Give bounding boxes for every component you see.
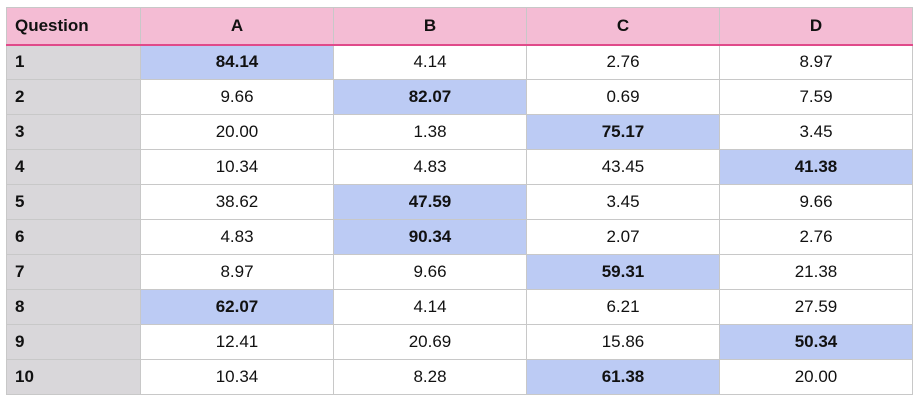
value-cell-b: 90.34 xyxy=(333,219,527,255)
question-number-cell: 7 xyxy=(6,254,141,290)
value-cell-c: 6.21 xyxy=(526,289,720,325)
value-cell-a: 10.34 xyxy=(140,359,334,395)
value-cell-a: 4.83 xyxy=(140,219,334,255)
column-header-question: Question xyxy=(6,7,141,46)
table-row: 3 20.00 1.38 75.17 3.45 xyxy=(6,114,913,150)
value-cell-c: 75.17 xyxy=(526,114,720,150)
value-cell-b: 8.28 xyxy=(333,359,527,395)
table-row: 5 38.62 47.59 3.45 9.66 xyxy=(6,184,913,220)
value-cell-d: 21.38 xyxy=(719,254,913,290)
value-cell-a: 8.97 xyxy=(140,254,334,290)
value-cell-a: 12.41 xyxy=(140,324,334,360)
value-cell-a: 10.34 xyxy=(140,149,334,185)
value-cell-a: 20.00 xyxy=(140,114,334,150)
value-cell-c: 2.76 xyxy=(526,44,720,80)
value-cell-c: 3.45 xyxy=(526,184,720,220)
value-cell-d: 20.00 xyxy=(719,359,913,395)
value-cell-d: 41.38 xyxy=(719,149,913,185)
results-table: Question A B C D 1 84.14 4.14 2.76 8.97 2 9.66… xyxy=(6,7,913,395)
value-cell-c: 2.07 xyxy=(526,219,720,255)
column-header-d: D xyxy=(719,7,913,46)
value-cell-b: 4.14 xyxy=(333,289,527,325)
value-cell-b: 4.83 xyxy=(333,149,527,185)
question-number-cell: 4 xyxy=(6,149,141,185)
value-cell-b: 20.69 xyxy=(333,324,527,360)
header-row: Question A B C D xyxy=(6,7,913,46)
value-cell-d: 7.59 xyxy=(719,79,913,115)
value-cell-d: 3.45 xyxy=(719,114,913,150)
question-number-cell: 3 xyxy=(6,114,141,150)
value-cell-a: 9.66 xyxy=(140,79,334,115)
value-cell-b: 4.14 xyxy=(333,44,527,80)
value-cell-a: 84.14 xyxy=(140,44,334,80)
table-row: 2 9.66 82.07 0.69 7.59 xyxy=(6,79,913,115)
table-header: Question A B C D xyxy=(6,7,913,46)
value-cell-d: 8.97 xyxy=(719,44,913,80)
value-cell-c: 43.45 xyxy=(526,149,720,185)
value-cell-d: 27.59 xyxy=(719,289,913,325)
value-cell-c: 0.69 xyxy=(526,79,720,115)
value-cell-d: 2.76 xyxy=(719,219,913,255)
table-row: 10 10.34 8.28 61.38 20.00 xyxy=(6,359,913,395)
value-cell-d: 50.34 xyxy=(719,324,913,360)
value-cell-b: 9.66 xyxy=(333,254,527,290)
table-row: 6 4.83 90.34 2.07 2.76 xyxy=(6,219,913,255)
question-number-cell: 5 xyxy=(6,184,141,220)
column-header-c: C xyxy=(526,7,720,46)
value-cell-a: 38.62 xyxy=(140,184,334,220)
table-row: 7 8.97 9.66 59.31 21.38 xyxy=(6,254,913,290)
table-body: 1 84.14 4.14 2.76 8.97 2 9.66 82.07 0.69 7.59 3 20.… xyxy=(6,44,913,395)
question-number-cell: 8 xyxy=(6,289,141,325)
value-cell-c: 61.38 xyxy=(526,359,720,395)
value-cell-b: 1.38 xyxy=(333,114,527,150)
column-header-b: B xyxy=(333,7,527,46)
value-cell-a: 62.07 xyxy=(140,289,334,325)
results-table-container: Question A B C D 1 84.14 4.14 2.76 8.97 2 9.66… xyxy=(6,7,913,395)
value-cell-c: 15.86 xyxy=(526,324,720,360)
column-header-a: A xyxy=(140,7,334,46)
question-number-cell: 1 xyxy=(6,44,141,80)
question-number-cell: 6 xyxy=(6,219,141,255)
question-number-cell: 9 xyxy=(6,324,141,360)
table-row: 8 62.07 4.14 6.21 27.59 xyxy=(6,289,913,325)
table-row: 4 10.34 4.83 43.45 41.38 xyxy=(6,149,913,185)
value-cell-b: 82.07 xyxy=(333,79,527,115)
table-row: 1 84.14 4.14 2.76 8.97 xyxy=(6,44,913,80)
value-cell-b: 47.59 xyxy=(333,184,527,220)
value-cell-d: 9.66 xyxy=(719,184,913,220)
question-number-cell: 10 xyxy=(6,359,141,395)
value-cell-c: 59.31 xyxy=(526,254,720,290)
table-row: 9 12.41 20.69 15.86 50.34 xyxy=(6,324,913,360)
question-number-cell: 2 xyxy=(6,79,141,115)
